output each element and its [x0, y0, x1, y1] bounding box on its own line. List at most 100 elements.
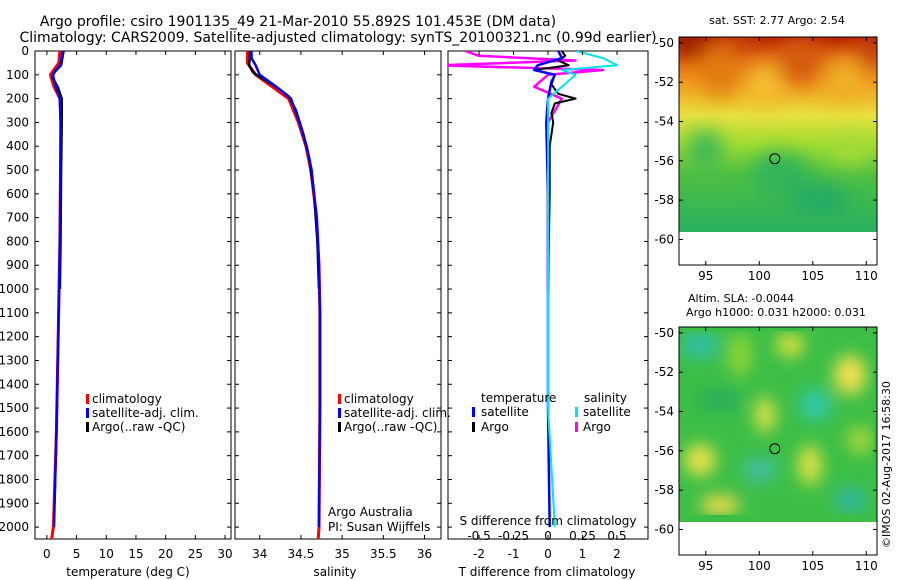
legend-swatch-satellite: [86, 408, 89, 418]
sla-map-ticks: -50 -52 -54 -56 -58 -60 95 100 105 110: [654, 326, 877, 573]
argo-location-marker: [769, 153, 781, 165]
legend-header-temperature: temperature: [481, 391, 556, 405]
depth-tick-label: 300: [6, 115, 29, 129]
sal-diff-tick-label: 0.25: [569, 529, 596, 543]
legend-label-temp-satellite: satellite: [481, 405, 529, 419]
x-tick-label: 0: [43, 547, 51, 561]
depth-tick-label: 1600: [0, 425, 29, 439]
legend-swatch-climatology: [338, 394, 341, 404]
difference-lines: [448, 51, 618, 528]
sla-map-title: Altim. SLA: -0.0044: [688, 292, 794, 305]
legend-label-sal-satellite: satellite: [583, 405, 631, 419]
sst-map-axes: [678, 36, 878, 266]
legend-swatch-temp-argo: [472, 422, 475, 432]
legend-swatch-sal-satellite: [575, 407, 578, 417]
depth-tick-label: 200: [6, 92, 29, 106]
depth-tick-label: 400: [6, 139, 29, 153]
x-tick-label: 2: [613, 547, 621, 561]
map-lon-label: 100: [748, 559, 771, 573]
x-tick-label: 35.5: [370, 547, 397, 561]
x-tick-label: -2: [473, 547, 485, 561]
depth-tick-label: 1200: [0, 330, 29, 344]
salinity-axes: [234, 50, 442, 540]
map-lat-label: -60: [654, 522, 674, 536]
legend-swatch-argo: [86, 422, 89, 432]
depth-tick-label: 1500: [0, 401, 29, 415]
x-tick-label: 25: [188, 547, 203, 561]
x-tick-label: 34.5: [288, 547, 315, 561]
map-lat-label: -52: [654, 365, 674, 379]
temperature-xlabel: temperature (deg C): [66, 565, 189, 579]
credit-line2: PI: Susan Wijffels: [328, 520, 430, 534]
sal-diff-tick-label: -0.5: [467, 529, 490, 543]
argo-location-marker: [769, 443, 781, 455]
legend-label-argo: Argo(..raw -QC): [344, 420, 437, 434]
depth-tick-label: 600: [6, 187, 29, 201]
legend-label-satellite: satellite-adj. clim.: [92, 406, 199, 420]
depth-tick-label: 700: [6, 211, 29, 225]
x-tick-label: 0: [544, 547, 552, 561]
temperature-legend: climatology satellite-adj. clim. Argo(..…: [86, 392, 199, 434]
sal-diff-tick-label: 0.5: [607, 529, 626, 543]
credit-line1: Argo Australia: [328, 505, 413, 519]
depth-tick-label: 1300: [0, 353, 29, 367]
figure-title-line2: Climatology: CARS2009. Satellite-adjuste…: [19, 30, 656, 46]
sal-satellite-line: [250, 51, 322, 528]
legend-swatch-argo: [338, 422, 341, 432]
x-tick-label: 10: [99, 547, 114, 561]
map-lon-label: 95: [698, 559, 713, 573]
sal-diff-argo-line: [448, 51, 605, 289]
legend-label-climatology: climatology: [92, 392, 162, 406]
map-lon-label: 105: [801, 559, 824, 573]
x-tick-label: 30: [217, 547, 232, 561]
sla-map-subtitle: Argo h1000: 0.031 h2000: 0.031: [686, 306, 866, 319]
temp-satellite-line: [51, 51, 64, 528]
legend-label-satellite: satellite-adj. clim.: [344, 406, 451, 420]
salinity-legend: climatology satellite-adj. clim. Argo(..…: [338, 392, 451, 434]
salinity-xlabel: salinity: [313, 565, 356, 579]
x-tick-label: 34: [252, 547, 267, 561]
depth-tick-label: 1100: [0, 306, 29, 320]
x-tick-label: 5: [73, 547, 81, 561]
map-lat-label: -56: [654, 444, 674, 458]
depth-tick-label: 1900: [0, 496, 29, 510]
legend-swatch-sal-argo: [575, 422, 578, 432]
legend-label-argo: Argo(..raw -QC): [92, 420, 185, 434]
depth-tick-label: 0: [21, 44, 29, 58]
x-tick-label: 15: [128, 547, 143, 561]
map-lat-label: -60: [654, 232, 674, 246]
depth-tick-label: 1700: [0, 449, 29, 463]
temp-diff-argo-line: [533, 51, 577, 290]
imos-timestamp: ©IMOS 02-Aug-2017 16:58:30: [880, 381, 893, 548]
depth-tick-label: 900: [6, 258, 29, 272]
legend-label-climatology: climatology: [344, 392, 414, 406]
x-tick-label: 20: [158, 547, 173, 561]
map-lon-label: 95: [698, 269, 713, 283]
sla-map-axes: [678, 326, 878, 556]
depth-tick-label: 2000: [0, 520, 29, 534]
legend-swatch-temp-satellite: [472, 407, 475, 417]
salinity-lines: [245, 51, 322, 539]
map-lat-label: -54: [654, 115, 674, 129]
legend-label-temp-argo: Argo: [481, 420, 509, 434]
figure-title-line1: Argo profile: csiro 1901135_49 21-Mar-20…: [40, 14, 556, 30]
depth-tick-label: 500: [6, 163, 29, 177]
map-lat-label: -56: [654, 154, 674, 168]
legend-swatch-satellite: [338, 408, 341, 418]
depth-tick-label: 100: [6, 68, 29, 82]
depth-ticks: 0 100 200 300 400 500 600 700 800 900 1000 1100 1200…: [0, 44, 648, 534]
sal-climatology-line: [245, 51, 322, 539]
difference-legend: temperature salinity satellite Argo sate…: [472, 391, 631, 434]
sst-map-field: [679, 37, 877, 232]
legend-header-salinity: salinity: [584, 391, 627, 405]
x-ticks: 0 5 10 15 20 25 30 34 34.5 35 35.5 36 -2 -1 0 1 2 -0.5 -0.…: [43, 51, 627, 561]
sal-diff-satellite-line: [547, 51, 618, 528]
depth-tick-label: 1800: [0, 472, 29, 486]
map-lat-label: -50: [654, 326, 674, 340]
temperature-axes: [34, 50, 232, 540]
x-tick-label: 1: [579, 547, 587, 561]
map-lon-label: 110: [855, 269, 878, 283]
map-lon-label: 105: [801, 269, 824, 283]
map-lat-label: -54: [654, 405, 674, 419]
